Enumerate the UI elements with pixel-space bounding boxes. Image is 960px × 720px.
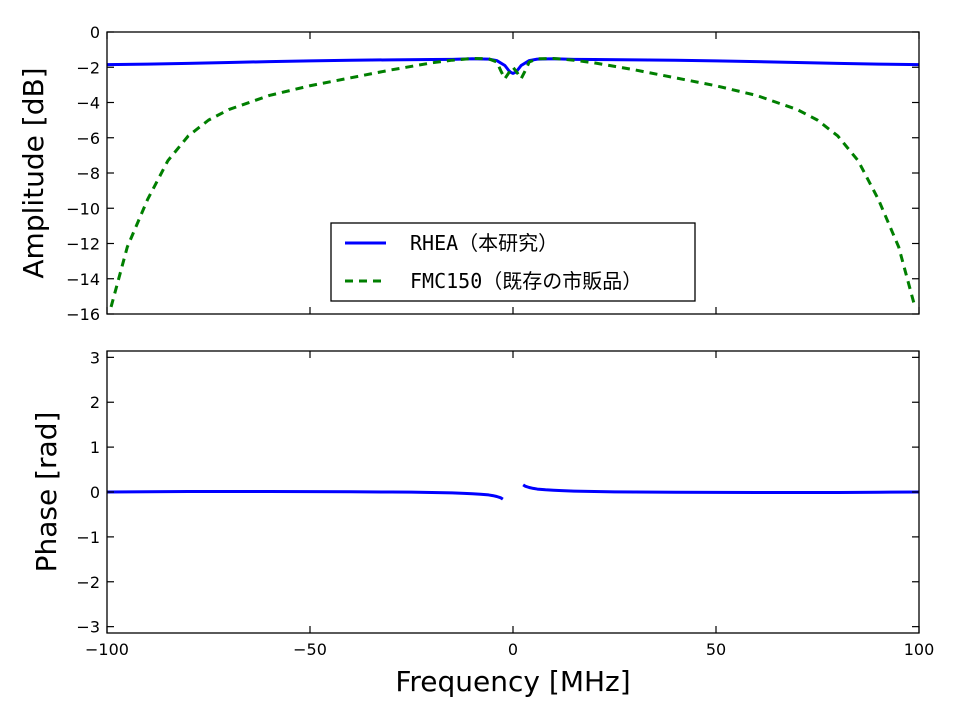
amplitude-ytick-label: −16 — [66, 305, 100, 324]
amplitude-y-axis-label: Amplitude [dB] — [17, 67, 50, 278]
phase-xtick-label: −50 — [293, 640, 327, 659]
legend: RHEA（本研究） FMC150（既存の市販品） — [330, 222, 696, 302]
amplitude-ytick-label: 0 — [90, 23, 100, 42]
legend-label-rhea: RHEA（本研究） — [410, 231, 558, 255]
phase-y-axis-label: Phase [rad] — [30, 412, 63, 573]
phase-ytick-label: 1 — [90, 438, 100, 457]
amplitude-series-group — [106, 56, 920, 308]
amplitude-ytick-label: −2 — [76, 58, 100, 77]
phase-xtick-label: 50 — [706, 640, 726, 659]
phase-xtick-label: −100 — [85, 640, 129, 659]
phase-ytick-label: 0 — [90, 483, 100, 502]
phase-xtick-label: 100 — [904, 640, 935, 659]
phase-ytick-label: 2 — [90, 393, 100, 412]
phase-series-line-0-segment-1 — [522, 483, 920, 494]
phase-ytick-label: −2 — [76, 573, 100, 592]
amplitude-ytick-label: −12 — [66, 235, 100, 254]
amplitude-ytick-label: −10 — [66, 199, 100, 218]
amplitude-series-line-1 — [109, 56, 917, 308]
amplitude-ytick-label: −8 — [76, 164, 100, 183]
amplitude-ytick-label: −4 — [76, 94, 100, 113]
legend-box — [330, 222, 696, 302]
legend-label-fmc150: FMC150（既存の市販品） — [410, 269, 642, 293]
phase-ytick-label: −3 — [76, 618, 100, 637]
amplitude-series-line-0 — [106, 57, 920, 75]
phase-series-group — [106, 483, 920, 501]
phase-panel: −100 −50 0 50 100 3 2 1 0 −1 −2 −3 Phase [rad] Freq… — [30, 348, 934, 698]
x-axis-label: Frequency [MHz] — [395, 665, 630, 698]
phase-plot-frame — [106, 350, 920, 634]
amplitude-ytick-label: −6 — [76, 129, 100, 148]
phase-ticks-group: −100 −50 0 50 100 3 2 1 0 −1 −2 −3 — [76, 348, 934, 659]
amplitude-ytick-label: −14 — [66, 270, 100, 289]
phase-xtick-label: 0 — [508, 640, 518, 659]
amplitude-panel: 0 −2 −4 −6 −8 −10 −12 −14 −16 Amplitude [dB] RHE… — [17, 23, 920, 324]
phase-ytick-label: −1 — [76, 528, 100, 547]
phase-series-line-0-segment-0 — [106, 490, 504, 501]
amplitude-plot-frame — [106, 31, 920, 315]
phase-ytick-label: 3 — [90, 348, 100, 367]
